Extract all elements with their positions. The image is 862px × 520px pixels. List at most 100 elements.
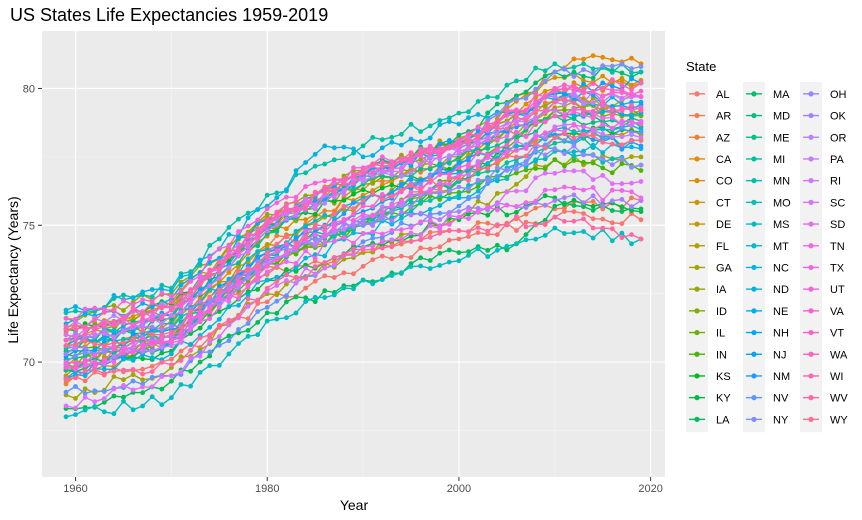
point-PA bbox=[475, 159, 481, 164]
point-WI bbox=[600, 98, 606, 104]
point-PA bbox=[408, 193, 414, 199]
point-KY bbox=[197, 325, 203, 331]
point-MA bbox=[619, 70, 625, 76]
point-LA bbox=[437, 250, 443, 256]
point-WY bbox=[140, 328, 146, 333]
legend-key-point bbox=[808, 395, 814, 401]
point-TN bbox=[590, 185, 596, 190]
point-MA bbox=[533, 80, 538, 86]
point-MN bbox=[609, 70, 615, 75]
point-GA bbox=[514, 181, 519, 187]
point-KY bbox=[466, 211, 471, 217]
point-MT bbox=[600, 126, 606, 132]
point-VA bbox=[264, 255, 270, 261]
point-NV bbox=[255, 309, 261, 314]
point-LA bbox=[264, 310, 270, 316]
legend-key-point bbox=[694, 308, 700, 314]
point-VA bbox=[485, 152, 491, 158]
point-WY bbox=[341, 203, 347, 209]
point-WY bbox=[475, 165, 481, 171]
point-UT bbox=[533, 102, 538, 108]
point-LA bbox=[581, 204, 586, 210]
point-MS bbox=[63, 414, 69, 420]
legend-key-point bbox=[808, 199, 814, 205]
point-NC bbox=[264, 277, 270, 283]
point-RI bbox=[159, 321, 165, 326]
legend-label-WY: WY bbox=[830, 414, 848, 426]
point-WI bbox=[312, 189, 318, 195]
point-WI bbox=[341, 176, 347, 182]
point-SD bbox=[552, 107, 558, 113]
legend-key-point bbox=[694, 286, 700, 292]
legend-key-point bbox=[808, 416, 814, 422]
point-TX bbox=[63, 359, 69, 365]
point-SC bbox=[188, 355, 194, 361]
series-TN bbox=[63, 184, 644, 372]
point-TN bbox=[351, 240, 356, 246]
point-RI bbox=[552, 94, 558, 100]
point-NC bbox=[188, 342, 194, 348]
point-OK bbox=[389, 218, 395, 224]
point-MN bbox=[264, 192, 270, 198]
legend-label-SC: SC bbox=[830, 197, 845, 209]
legend-label-SD: SD bbox=[830, 219, 845, 231]
point-OK bbox=[159, 327, 165, 332]
point-VA bbox=[92, 360, 98, 366]
point-OH bbox=[600, 156, 606, 162]
point-MN bbox=[245, 210, 251, 216]
point-WY bbox=[427, 177, 433, 182]
point-UT bbox=[255, 217, 261, 223]
point-WY bbox=[514, 154, 519, 160]
point-NC bbox=[101, 366, 107, 372]
point-MS bbox=[446, 259, 452, 265]
point-NV bbox=[638, 129, 644, 135]
point-AL bbox=[169, 356, 174, 362]
point-WY bbox=[197, 304, 203, 310]
legend-label-UT: UT bbox=[830, 284, 845, 296]
point-LA bbox=[609, 208, 615, 214]
point-AL bbox=[264, 299, 270, 305]
point-RI bbox=[274, 222, 280, 228]
point-WY bbox=[82, 338, 88, 343]
point-PA bbox=[341, 226, 347, 232]
point-NM bbox=[399, 181, 404, 187]
point-SC bbox=[562, 168, 567, 174]
point-SC bbox=[73, 405, 78, 411]
point-WI bbox=[514, 114, 519, 120]
point-MN bbox=[552, 61, 558, 67]
point-SD bbox=[456, 149, 462, 154]
point-MT bbox=[466, 167, 471, 173]
point-LA bbox=[562, 200, 567, 206]
point-TN bbox=[207, 316, 213, 322]
point-LA bbox=[485, 248, 491, 253]
point-OH bbox=[514, 166, 519, 172]
legend-entry-NC: NC bbox=[746, 262, 789, 274]
point-SC bbox=[629, 180, 634, 186]
point-LA bbox=[255, 320, 261, 325]
point-MS bbox=[303, 299, 308, 304]
point-TN bbox=[456, 214, 462, 220]
point-MI bbox=[82, 354, 88, 359]
legend-key-point bbox=[808, 329, 814, 336]
series-WY bbox=[63, 131, 644, 349]
point-NH bbox=[408, 163, 414, 169]
point-ND bbox=[63, 307, 69, 313]
point-VA bbox=[600, 103, 606, 108]
point-OR bbox=[111, 313, 117, 318]
point-WV bbox=[466, 229, 471, 235]
point-MA bbox=[542, 73, 548, 79]
point-IN bbox=[638, 168, 644, 173]
point-NV bbox=[399, 220, 404, 226]
point-LA bbox=[312, 299, 318, 305]
point-MT bbox=[571, 129, 577, 135]
point-WI bbox=[533, 108, 538, 114]
legend-entry-WI: WI bbox=[803, 371, 843, 383]
legend-key-point bbox=[694, 134, 700, 140]
point-WY bbox=[130, 336, 136, 342]
point-TX bbox=[188, 314, 194, 319]
legend-entry-TX: TX bbox=[803, 262, 845, 274]
point-SC bbox=[245, 304, 251, 309]
point-OK bbox=[370, 223, 376, 229]
point-WI bbox=[504, 126, 510, 132]
point-MI bbox=[475, 171, 481, 177]
